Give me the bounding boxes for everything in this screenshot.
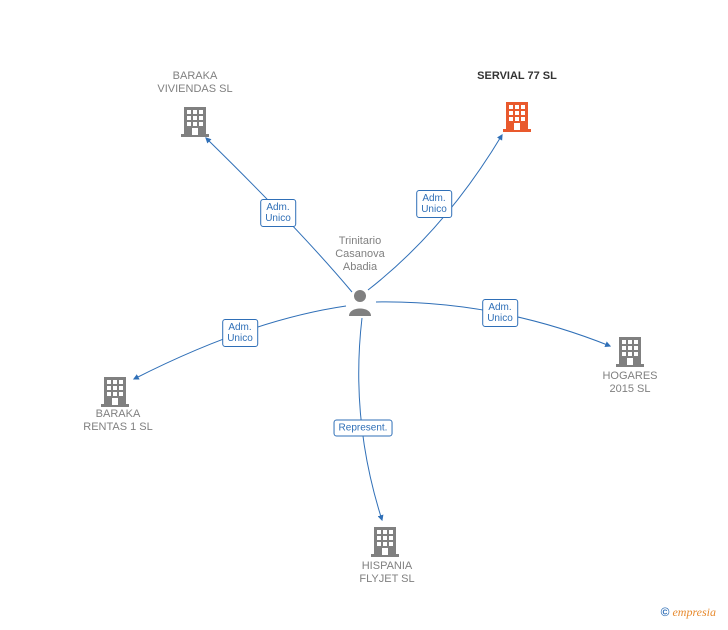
edge-label-baraka-viviendas: Adm.Unico [260, 199, 296, 227]
building-icon [616, 335, 644, 367]
person-icon [347, 288, 373, 316]
edge-label-hispania: Represent. [334, 420, 393, 437]
node-label-hogares: HOGARES2015 SL [602, 370, 657, 396]
node-label-servial: SERVIAL 77 SL [477, 70, 557, 83]
copyright: ©empresia [661, 605, 716, 620]
building-icon [101, 375, 129, 407]
building-icon [503, 100, 531, 132]
center-label: TrinitarioCasanovaAbadia [335, 235, 385, 275]
edge-label-servial: Adm.Unico [416, 190, 452, 218]
copyright-text: empresia [672, 605, 716, 619]
building-icon [371, 525, 399, 557]
node-label-hispania: HISPANIAFLYJET SL [359, 560, 414, 586]
node-label-baraka-viviendas: BARAKAVIVIENDAS SL [157, 70, 232, 96]
copyright-symbol: © [661, 605, 670, 619]
building-icon [181, 105, 209, 137]
node-label-baraka-rentas: BARAKARENTAS 1 SL [83, 408, 153, 434]
edge-label-hogares: Adm.Unico [482, 299, 518, 327]
edge-label-baraka-rentas: Adm.Unico [222, 319, 258, 347]
